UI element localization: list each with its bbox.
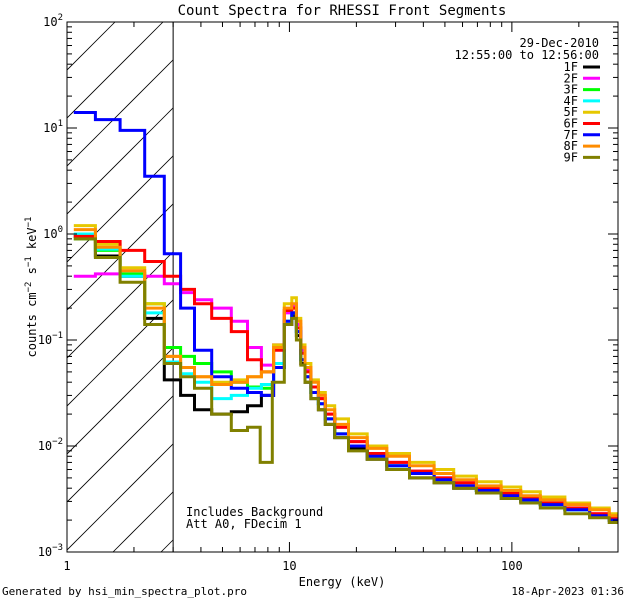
legend-label: 1F (564, 60, 578, 74)
annotation-attenuator: Att A0, FDecim 1 (186, 517, 302, 531)
hatched-region (67, 22, 618, 552)
y-tick-label: 10−1 (38, 331, 63, 347)
legend-label: 6F (564, 117, 578, 131)
legend-label: 7F (564, 128, 578, 142)
legend-label: 8F (564, 139, 578, 153)
hatch-line (67, 22, 164, 119)
y-tick-label: 100 (43, 225, 63, 241)
y-tick-label: 10−2 (38, 437, 63, 453)
y-tick-label: 101 (43, 119, 63, 135)
series-line-9F (73, 237, 618, 524)
legend-label: 2F (564, 71, 578, 85)
legend-label: 9F (564, 150, 578, 164)
series-line-8F (73, 228, 618, 518)
hatch-line (67, 22, 212, 167)
annotation-background: Includes Background (186, 505, 323, 519)
hatch-line (67, 22, 116, 71)
legend-label: 5F (564, 105, 578, 119)
date-label: 29-Dec-2010 (520, 36, 599, 50)
footer-generated-by: Generated by hsi_min_spectra_plot.pro (2, 585, 247, 598)
footer-timestamp: 18-Apr-2023 01:36 (511, 585, 624, 598)
time-range-label: 12:55:00 to 12:56:00 (455, 48, 600, 62)
y-axis-label: counts cm−2 s−1 keV−1 (24, 217, 39, 358)
legend-label: 3F (564, 83, 578, 97)
y-tick-label: 10−3 (38, 543, 63, 559)
plot-frame (66, 21, 619, 553)
y-tick-label: 102 (43, 13, 63, 29)
chart-title: Count Spectra for RHESSI Front Segments (178, 3, 507, 19)
x-tick-label: 100 (501, 559, 523, 573)
x-axis-label: Energy (keV) (299, 575, 386, 589)
legend-label: 4F (564, 94, 578, 108)
x-tick-label: 1 (63, 559, 70, 573)
hatch-line (67, 22, 260, 215)
x-tick-label: 10 (282, 559, 296, 573)
hatch-mask (173, 22, 618, 552)
